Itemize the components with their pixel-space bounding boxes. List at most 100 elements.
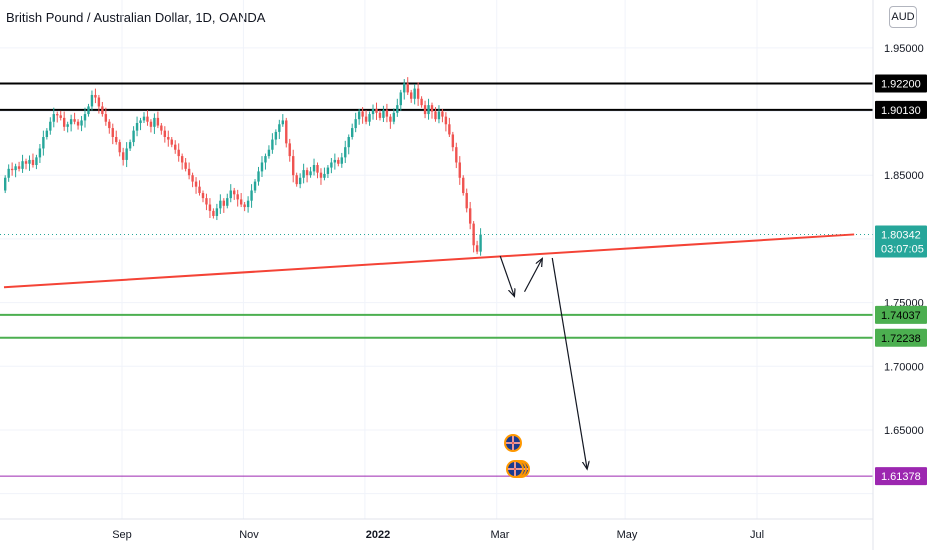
candle-body — [111, 128, 114, 137]
candle — [87, 103, 90, 117]
candle — [108, 119, 111, 134]
candle — [347, 134, 350, 155]
candle — [135, 116, 139, 137]
trend-line-layer — [3, 233, 855, 289]
candle-body — [455, 147, 458, 163]
candle — [382, 105, 385, 122]
candle-body — [66, 124, 69, 127]
candle-body — [441, 111, 444, 117]
candle — [38, 144, 42, 163]
candle — [451, 131, 455, 152]
price-tags: 1.92200 1.90130 1.74037 1.72238 1.61378 1.803… — [875, 74, 927, 486]
candle-body — [153, 117, 156, 127]
candle — [351, 123, 354, 140]
candle-body — [267, 149, 271, 157]
candle-body — [333, 159, 337, 163]
candle — [378, 110, 382, 121]
candle — [66, 121, 69, 133]
candle-body — [142, 116, 146, 121]
candle-body — [56, 114, 59, 116]
candle — [128, 139, 132, 152]
candle-body — [160, 125, 163, 131]
candle-body — [28, 159, 31, 164]
candle-body — [83, 114, 87, 121]
price-tick-label: 1.95000 — [884, 43, 924, 55]
candle — [267, 145, 271, 159]
candle — [73, 112, 76, 125]
candle-body — [170, 139, 173, 145]
candle — [403, 79, 406, 100]
candle — [305, 167, 309, 183]
candle-body — [45, 130, 49, 137]
candle — [97, 94, 101, 114]
candle-body — [97, 97, 101, 107]
candle — [368, 111, 371, 126]
candle — [441, 108, 444, 123]
currency-unit-button[interactable]: AUD — [889, 6, 917, 28]
candle-body — [285, 120, 288, 144]
candle — [115, 130, 118, 145]
candle — [10, 162, 14, 176]
candle — [153, 113, 156, 134]
candle — [4, 175, 7, 194]
candle-body — [174, 144, 177, 150]
chart-title: British Pound / Australian Dollar, 1D, O… — [6, 10, 266, 25]
candle-body — [295, 175, 298, 185]
candle — [475, 240, 479, 255]
candle — [281, 114, 284, 127]
candle — [468, 201, 472, 230]
candle — [21, 154, 24, 173]
candle — [56, 111, 59, 123]
candle-body — [330, 162, 333, 168]
candle-body — [87, 106, 90, 115]
candle-body — [264, 156, 267, 163]
candle — [142, 112, 146, 123]
candle-body — [132, 130, 135, 143]
candle — [83, 107, 87, 128]
candle — [472, 221, 475, 253]
candle — [212, 208, 215, 219]
candle-body — [236, 194, 239, 200]
candle-body — [378, 112, 382, 118]
time-axis[interactable]: Sep Nov 2022 Mar May Jul — [112, 529, 764, 541]
candle-body — [73, 119, 76, 122]
candle — [17, 161, 21, 172]
candle-body — [399, 92, 402, 106]
candle — [455, 142, 458, 169]
candle — [194, 177, 198, 194]
candle-body — [278, 124, 281, 132]
candle-body — [385, 110, 389, 117]
candle — [246, 196, 250, 213]
price-tag: 1.90130 — [875, 100, 927, 119]
candle-body — [135, 122, 139, 131]
candle — [229, 184, 232, 203]
candle — [344, 140, 347, 163]
candle-body — [239, 199, 243, 205]
au-event-flag — [506, 460, 524, 478]
candle-body — [229, 190, 232, 199]
candle-body — [208, 204, 212, 211]
candle-body — [326, 167, 330, 174]
candle-body — [288, 143, 291, 157]
candle — [198, 180, 201, 196]
candle-body — [184, 162, 187, 169]
candle-body — [434, 111, 437, 120]
price-tag-label: 1.61378 — [881, 471, 921, 483]
candle-body — [80, 120, 83, 126]
price-tag-label: 1.90130 — [881, 105, 921, 117]
candle — [239, 193, 243, 208]
candle — [160, 122, 163, 135]
price-tag-box — [875, 328, 927, 347]
candle — [187, 162, 191, 180]
candle-body — [101, 106, 104, 115]
candle — [80, 115, 83, 132]
candle-body — [406, 83, 409, 93]
candle — [416, 82, 420, 106]
candle — [409, 89, 413, 103]
candle — [104, 107, 108, 126]
grid — [0, 0, 873, 519]
candle — [406, 77, 409, 95]
candle — [45, 128, 49, 140]
